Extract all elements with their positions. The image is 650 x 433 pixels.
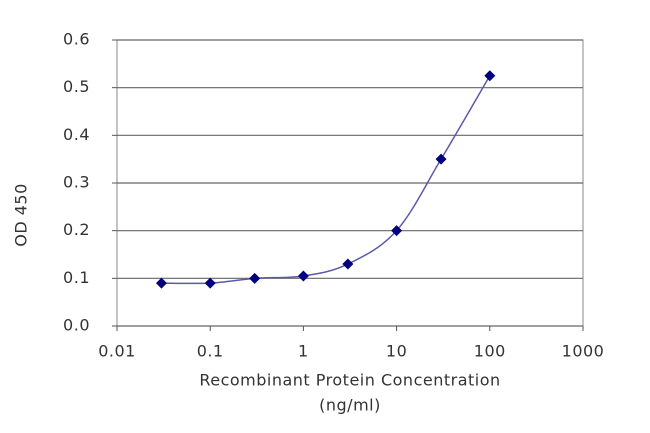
y-tick-label: 0.0 (63, 316, 90, 335)
y-tick-label: 0.5 (63, 77, 90, 96)
x-tick-label: 0.1 (197, 342, 224, 361)
x-tick-label: 1 (298, 342, 309, 361)
y-tick-label: 0.6 (63, 30, 90, 49)
y-tick-label: 0.3 (63, 173, 90, 192)
data-point (297, 270, 309, 282)
x-tick-label: 1000 (562, 342, 605, 361)
data-point (435, 153, 447, 165)
y-tick-label: 0.1 (63, 268, 90, 287)
y-axis-label: OD 450 (12, 183, 31, 247)
data-point (391, 225, 403, 237)
x-tick-label: 10 (386, 342, 407, 361)
data-point (155, 277, 167, 289)
x-tick-label: 100 (474, 342, 506, 361)
x-tick-label: 0.01 (98, 342, 136, 361)
x-axis-label: Recombinant Protein Concentration (199, 371, 500, 390)
data-point (204, 277, 216, 289)
y-tick-label: 0.4 (63, 125, 90, 144)
y-tick-label: 0.2 (63, 220, 90, 239)
x-axis-unit: (ng/ml) (319, 396, 381, 415)
data-point (484, 70, 496, 82)
data-point (342, 258, 354, 270)
data-point (249, 272, 261, 284)
